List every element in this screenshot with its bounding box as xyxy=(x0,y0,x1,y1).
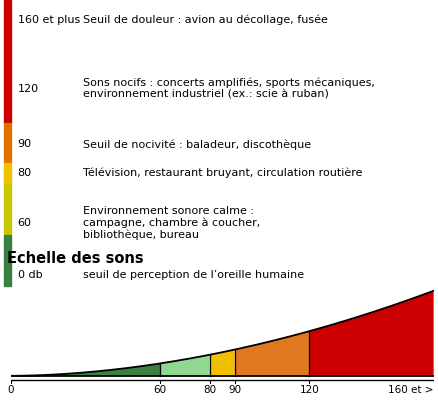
Polygon shape xyxy=(210,350,235,376)
Text: 90: 90 xyxy=(18,140,32,150)
Text: Environnement sonore calme :
campagne, chambre à coucher,
bibliothèque, bureau: Environnement sonore calme : campagne, c… xyxy=(83,206,261,240)
Text: seuil de perception de l’oreille humaine: seuil de perception de l’oreille humaine xyxy=(83,270,304,280)
Text: 60: 60 xyxy=(18,218,32,228)
Text: 160 et plus: 160 et plus xyxy=(18,15,80,25)
Text: 60: 60 xyxy=(154,385,167,395)
Text: Seuil de douleur : avion au décollage, fusée: Seuil de douleur : avion au décollage, f… xyxy=(83,15,328,25)
Text: Sons nocifs : concerts amplifiés, sports mécaniques,
environnement industriel (e: Sons nocifs : concerts amplifiés, sports… xyxy=(83,78,375,100)
Bar xyxy=(4,123,11,163)
Bar xyxy=(4,234,11,286)
Bar xyxy=(4,52,11,123)
Polygon shape xyxy=(160,355,210,376)
Text: 120: 120 xyxy=(300,385,319,395)
Polygon shape xyxy=(235,331,309,376)
Polygon shape xyxy=(310,291,434,376)
Text: Echelle des sons: Echelle des sons xyxy=(7,251,143,266)
Bar xyxy=(4,0,11,52)
Text: 160 et >: 160 et > xyxy=(388,385,434,395)
Bar xyxy=(4,163,11,183)
Text: Seuil de nocivité : baladeur, discothèque: Seuil de nocivité : baladeur, discothèqu… xyxy=(83,139,311,150)
Text: 80: 80 xyxy=(203,385,216,395)
Text: 90: 90 xyxy=(228,385,241,395)
Text: Télévision, restaurant bruyant, circulation routière: Télévision, restaurant bruyant, circulat… xyxy=(83,168,363,178)
Bar xyxy=(4,183,11,234)
Text: 0: 0 xyxy=(8,385,14,395)
Text: 120: 120 xyxy=(18,84,39,94)
Polygon shape xyxy=(11,364,160,376)
Text: 0 db: 0 db xyxy=(18,270,42,280)
Text: 80: 80 xyxy=(18,168,32,178)
